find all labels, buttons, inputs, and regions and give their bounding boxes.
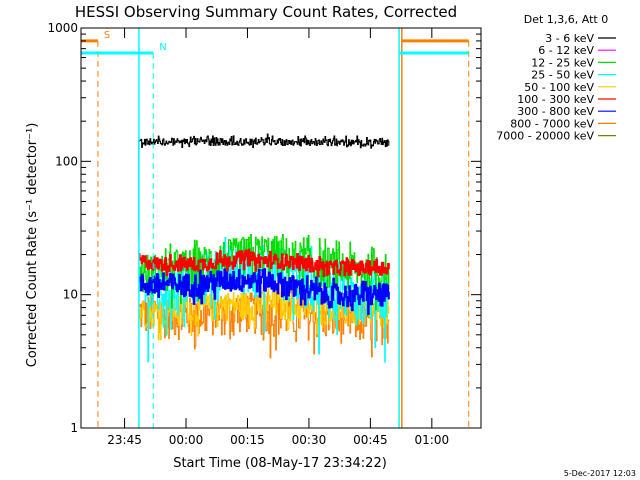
x-tick-label: 00:45 — [353, 433, 388, 447]
legend-entry: 7000 - 20000 keV — [496, 130, 594, 143]
legend-entry: 3 - 6 keV — [545, 32, 594, 45]
legend-entry: 800 - 7000 keV — [510, 117, 594, 130]
annotation-label: S — [104, 30, 110, 41]
x-tick-label: 00:00 — [169, 433, 204, 447]
y-tick-label: 100 — [55, 154, 78, 168]
legend-entry: 50 - 100 keV — [524, 81, 594, 94]
series-line-3-6kev — [138, 133, 390, 235]
y-tick-label: 10 — [63, 288, 78, 302]
x-tick-label: 00:15 — [230, 433, 265, 447]
y-axis-label: Corrected Count Rate (s⁻¹ detector⁻¹) — [25, 123, 40, 368]
legend-title: Det 1,3,6, Att 0 — [524, 13, 608, 26]
y-tick-label: 1000 — [47, 21, 78, 35]
annotation-label: N — [159, 42, 166, 53]
legend-entry: 300 - 800 keV — [517, 105, 594, 118]
x-tick-label: 01:00 — [415, 433, 450, 447]
plot-frame — [80, 27, 482, 429]
legend-entry: 25 - 50 keV — [531, 69, 594, 82]
legend-entry: 12 - 25 keV — [531, 56, 594, 69]
x-tick-label: 23:45 — [107, 433, 142, 447]
x-tick-label: 00:30 — [292, 433, 327, 447]
x-axis-label: Start Time (08-May-17 23:34:22) — [173, 456, 387, 471]
y-tick-label: 1 — [70, 421, 78, 435]
footer-date: 5-Dec-2017 12:03 — [564, 469, 636, 478]
series-line-300-800kev — [138, 268, 390, 315]
series-line-100-300kev — [138, 248, 390, 278]
legend-entry: 6 - 12 keV — [538, 44, 594, 57]
legend-entry: 100 - 300 keV — [517, 93, 594, 106]
chart-title: HESSI Observing Summary Count Rates, Cor… — [75, 3, 457, 21]
